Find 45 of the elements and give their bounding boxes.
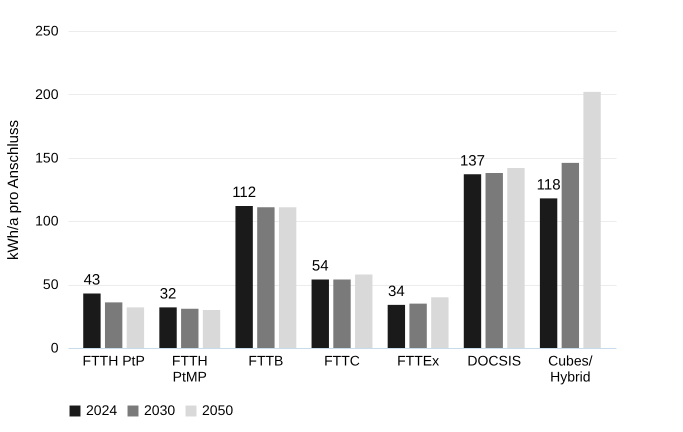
bar — [486, 173, 503, 348]
x-tick-label: DOCSIS — [467, 352, 522, 368]
bar — [104, 302, 122, 348]
x-tick-label: FTTH PtMP — [172, 352, 208, 384]
bar — [583, 92, 601, 348]
data-label: 137 — [460, 152, 485, 170]
bar — [126, 307, 144, 348]
legend-label: 2030 — [144, 402, 176, 418]
bar — [431, 297, 449, 348]
y-tick-label: 150 — [35, 149, 59, 166]
bar — [464, 174, 482, 348]
y-tick-label: 250 — [35, 22, 59, 38]
y-axis-title: kWh/a pro Anschluss — [5, 120, 22, 260]
bar — [388, 304, 406, 348]
x-tick-label: FTTC — [324, 352, 360, 368]
bar — [278, 207, 296, 348]
bar — [181, 308, 198, 348]
bar — [312, 280, 329, 348]
x-tick-label: FTTB — [248, 352, 284, 368]
bar — [540, 198, 558, 348]
x-tick-label: FTTH PtP — [82, 352, 145, 368]
bar — [235, 206, 253, 348]
bar — [83, 293, 101, 348]
y-tick-label: 100 — [35, 212, 59, 229]
y-tick-label: 200 — [35, 86, 59, 102]
x-tick-label: FTTEx — [397, 352, 440, 368]
data-label: 34 — [388, 282, 405, 300]
x-tick-label: Cubes/Hybrid — [548, 352, 593, 384]
data-label: 118 — [536, 176, 561, 194]
y-tick-label: 50 — [42, 276, 59, 292]
bar — [257, 207, 275, 348]
bar — [355, 274, 372, 348]
bar — [507, 168, 525, 348]
bar — [562, 162, 580, 348]
data-label: 112 — [232, 184, 256, 201]
data-label: 32 — [160, 285, 176, 302]
bar — [159, 307, 177, 348]
data-label: 54 — [312, 258, 329, 275]
legend-label: 2050 — [202, 402, 234, 418]
y-tick-label: 0 — [50, 340, 59, 356]
data-label: 43 — [84, 271, 100, 288]
bar — [333, 280, 351, 348]
bar — [202, 310, 220, 348]
legend-label: 2024 — [86, 402, 118, 418]
bar — [409, 304, 427, 348]
